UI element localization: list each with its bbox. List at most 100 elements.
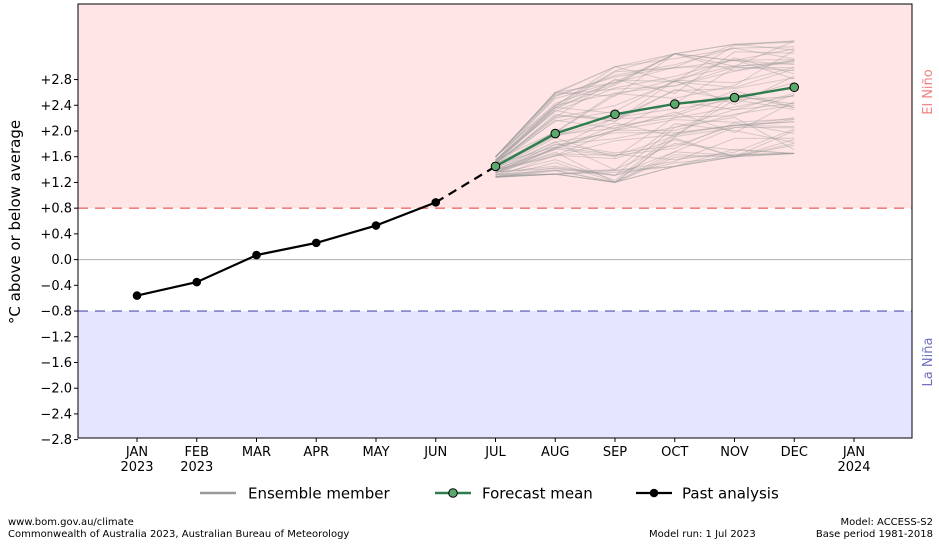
- ensemble-member-line: [495, 130, 795, 178]
- y-tick-label: 0.0: [51, 253, 72, 268]
- ensemble-member-line: [495, 153, 795, 183]
- past-analysis-line: [136, 201, 437, 297]
- ensemble-member-line: [495, 95, 795, 165]
- axes: −2.8 −2.4 −2.0 −1.6 −1.2 −0.8 −0.4 0.0 +0.4 +0.8 +…: [40, 3, 913, 475]
- ensemble-member-line: [495, 118, 795, 183]
- x-tick-label: NOV: [720, 445, 749, 460]
- y-tick-label: +2.4: [40, 99, 72, 114]
- ensemble-member-line: [495, 59, 795, 161]
- ensemble-member-line: [495, 46, 795, 162]
- el-nino-zone: [78, 4, 912, 209]
- ensemble-member-line: [495, 92, 795, 166]
- x-tick-label: AUG: [541, 445, 569, 460]
- transition-dashed-line: [435, 165, 497, 204]
- ensemble-member-line: [495, 49, 795, 161]
- y-tick-label: −1.2: [40, 330, 72, 345]
- past-analysis-point: [371, 221, 381, 230]
- footer-base-period: Base period 1981-2018: [815, 529, 933, 540]
- ensemble-member-line: [495, 47, 795, 158]
- ensemble-member-line: [495, 99, 795, 173]
- y-tick-label: +1.2: [40, 176, 72, 191]
- ensemble-member-line: [495, 123, 795, 171]
- ensemble-member-line: [495, 116, 795, 177]
- forecast-mean-point: [490, 161, 501, 172]
- x-tick-label: JUL: [484, 445, 506, 460]
- la-nina-zone-label: La Niña: [921, 338, 936, 387]
- x-tick-label: JAN: [125, 445, 148, 460]
- forecast-mean-point: [669, 99, 680, 109]
- ensemble-member-line: [495, 142, 795, 178]
- ensemble-member-line: [495, 126, 795, 176]
- x-tick-label: APR: [303, 445, 329, 460]
- y-tick-label: −0.8: [40, 305, 72, 320]
- footer-credits: www.bom.gov.au/climate Commonwealth of A…: [8, 517, 349, 541]
- ensemble-member-line: [495, 137, 795, 178]
- ensemble-member-line: [495, 75, 795, 164]
- past-analysis-point: [431, 198, 441, 207]
- ensemble-member-line: [495, 117, 795, 174]
- past-analysis-point: [311, 238, 321, 248]
- ensemble-member-line: [495, 142, 795, 176]
- x-tick-year-label: 2023: [120, 460, 153, 475]
- legend: Ensemble member Forecast mean Past analysi…: [200, 485, 779, 503]
- y-tick-label: −1.6: [40, 356, 72, 371]
- ensemble-member-line: [495, 137, 795, 183]
- y-tick-label: −2.8: [40, 433, 72, 448]
- ensemble-member-line: [495, 139, 795, 178]
- ensemble-member-line: [495, 102, 795, 171]
- legend-past-marker: [649, 488, 659, 498]
- ensemble-member-line: [495, 53, 795, 158]
- ensemble-member-line: [495, 94, 795, 169]
- forecast-mean-point: [789, 82, 800, 93]
- y-tick-label: +0.8: [40, 202, 72, 217]
- ensemble-member-line: [495, 68, 795, 164]
- past-analysis-point: [132, 291, 142, 300]
- footer-model-name: Model: ACCESS-S2: [840, 517, 933, 528]
- footer-model-info: Model: ACCESS-S2 Base period 1981-2018: [816, 517, 933, 541]
- ensemble-member-line: [495, 66, 795, 158]
- series-lines: [132, 82, 800, 300]
- legend-label: Past analysis: [682, 485, 779, 503]
- x-tick-label: FEB: [184, 445, 209, 460]
- la-nina-zone: [78, 311, 912, 438]
- ensemble-member-line: [495, 144, 795, 183]
- ensemble-member-line: [495, 41, 795, 158]
- ensemble-member-line: [495, 101, 795, 172]
- ensemble-member-line: [495, 148, 795, 177]
- forecast-mean-line: [494, 86, 795, 168]
- ensemble-member-line: [495, 151, 795, 183]
- y-tick-label: −2.0: [40, 382, 72, 397]
- y-tick-label: −2.4: [40, 407, 72, 422]
- ensemble-member-line: [495, 40, 795, 158]
- footer-website: www.bom.gov.au/climate: [8, 517, 134, 528]
- past-analysis-point: [192, 277, 202, 287]
- x-tick-year-label: 2023: [180, 460, 213, 475]
- forecast-mean-point: [550, 128, 561, 139]
- x-tick-label: JAN: [842, 445, 865, 460]
- el-nino-zone-label: El Niño: [921, 69, 936, 115]
- x-tick-label: SEP: [603, 445, 627, 460]
- past-analysis-point: [252, 250, 261, 260]
- ensemble-member-line: [495, 128, 795, 177]
- ensemble-member-line: [495, 104, 795, 173]
- ensemble-member-line: [495, 59, 795, 164]
- x-tick-label: MAR: [242, 445, 271, 460]
- y-tick-label: +2.0: [40, 125, 72, 140]
- ensemble-member-line: [495, 51, 795, 164]
- y-tick-label: −0.4: [40, 279, 72, 294]
- ensemble-member-line: [495, 40, 795, 163]
- forecast-mean-point: [729, 92, 740, 103]
- ensemble-member-line: [495, 66, 795, 164]
- ensemble-member-line: [495, 60, 795, 158]
- legend-label: Ensemble member: [248, 485, 391, 503]
- ensemble-member-line: [495, 153, 795, 183]
- ensemble-member-line: [495, 60, 795, 161]
- ensemble-member-line: [495, 122, 795, 171]
- ensemble-member-line: [495, 43, 795, 158]
- y-tick-label: +2.8: [40, 73, 72, 88]
- legend-label: Forecast mean: [482, 485, 593, 503]
- ensemble-member-line: [495, 153, 795, 183]
- footer-model-run: Model run: 1 Jul 2023: [649, 529, 756, 540]
- x-tick-label: JUN: [423, 445, 447, 460]
